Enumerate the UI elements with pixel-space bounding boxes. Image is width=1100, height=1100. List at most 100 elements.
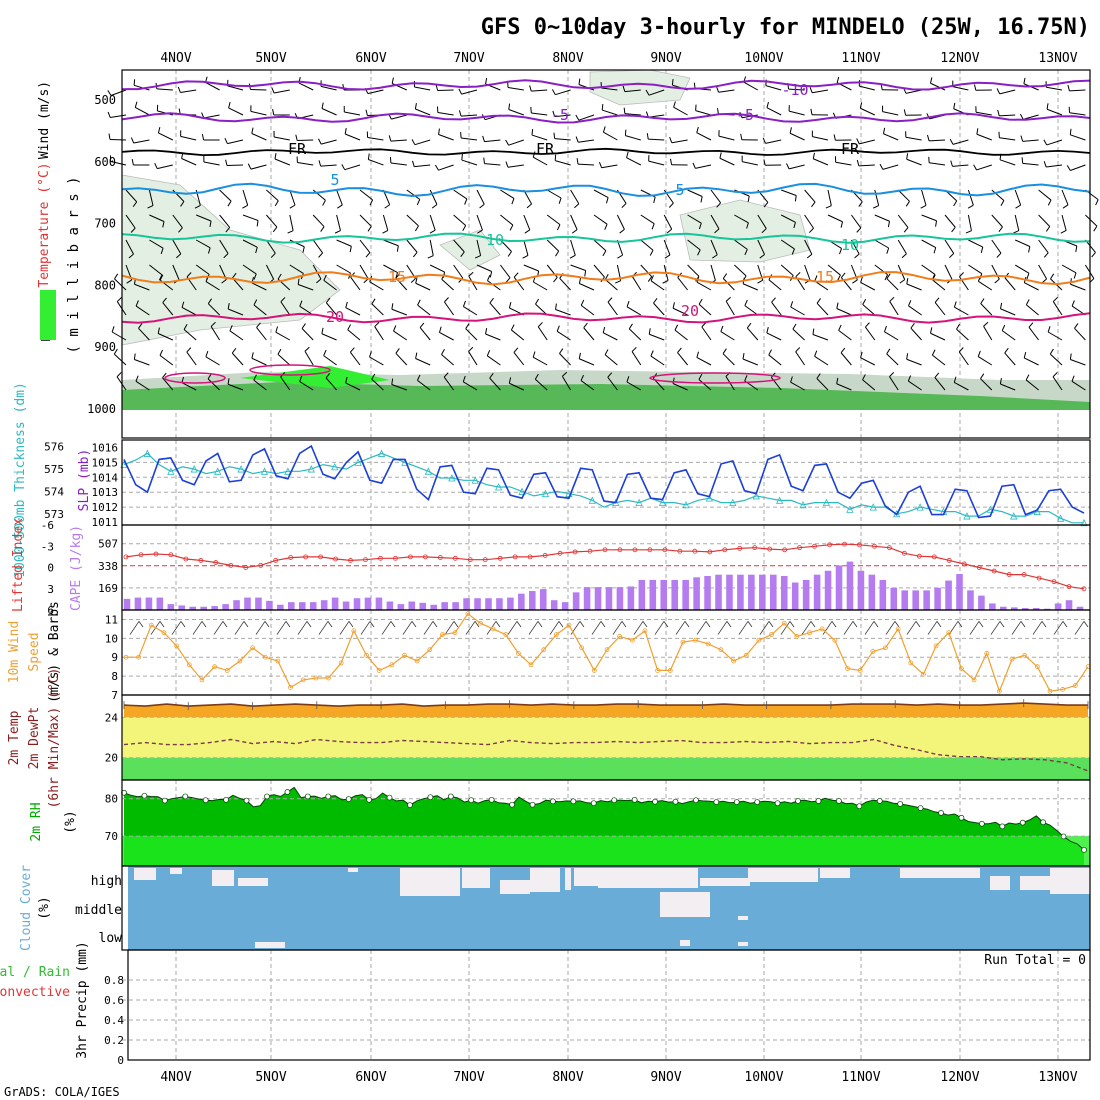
wind-barb-flag <box>207 247 211 254</box>
wind-speed-marker <box>819 626 825 632</box>
wind-barb-flag <box>980 373 985 379</box>
thickness-marker <box>494 483 503 491</box>
wind-barb <box>321 139 337 145</box>
surface-wind-barb <box>948 621 959 635</box>
wind-barb <box>148 189 154 206</box>
wind-barb <box>500 214 514 226</box>
wind-barb-flag <box>768 349 772 356</box>
wind-barb-flag <box>562 371 568 377</box>
wind-barb-flag <box>977 350 981 357</box>
cape-bar <box>211 606 218 610</box>
lifted-index-marker <box>812 543 817 549</box>
wind-barb <box>593 239 607 252</box>
wind-barb-flag <box>256 220 259 227</box>
wind-barb <box>804 239 813 255</box>
wind-speed-marker <box>440 632 445 637</box>
wind-barb-flag <box>673 101 676 108</box>
wind-barb <box>114 278 127 291</box>
wind-speed-marker <box>414 658 420 664</box>
wind-barb-flag <box>349 246 352 253</box>
wind-barb-flag <box>569 254 576 259</box>
wind-barb <box>930 332 946 341</box>
surface-wind-barb <box>780 621 791 635</box>
wind-barb <box>1047 331 1063 341</box>
wind-barb <box>1004 277 1016 291</box>
lifted-index-marker <box>1066 584 1072 590</box>
wind-barb-flag <box>134 101 138 108</box>
wind-barb <box>862 304 876 316</box>
wind-barb <box>814 355 829 366</box>
wind-barb <box>345 382 361 391</box>
wind-barb <box>921 264 935 275</box>
wind-barb-flag <box>949 253 955 258</box>
surface-wind-barb-flag <box>831 621 837 628</box>
surface-wind-barb-flag <box>999 621 1005 628</box>
wind-speed-marker <box>933 643 939 649</box>
wind-barb <box>265 264 275 280</box>
wind-barb <box>626 306 642 316</box>
wind-barb-flag <box>1052 297 1058 302</box>
temp-axis-title-c: (6hr Min/Max) (°C) <box>47 668 62 809</box>
wind-barb <box>484 139 501 143</box>
wind-barb-flag <box>934 372 940 378</box>
cloud-clear-patch <box>820 868 850 878</box>
wind-barb <box>336 214 341 231</box>
lifted-index-line <box>125 543 1085 590</box>
wind-barb-flag <box>862 299 867 305</box>
wind-barb <box>860 282 876 291</box>
wind-barb-flag <box>1046 103 1049 110</box>
wind-barb <box>554 114 571 118</box>
wind-speed-marker <box>490 626 496 632</box>
wind-barb-flag <box>671 79 674 86</box>
wind-barb <box>507 87 524 91</box>
wind-barb-flag <box>253 374 257 381</box>
dewpoint-band <box>122 717 1090 758</box>
wind-barb-flag <box>884 325 887 332</box>
wind-speed-marker <box>541 647 547 653</box>
surface-wind-barb <box>633 621 644 635</box>
cloud-unit: (%) <box>37 896 52 919</box>
wind-barb <box>336 264 351 274</box>
wind-barb-flag <box>347 324 352 330</box>
wind-barb-flag <box>138 323 143 329</box>
wind-barb <box>406 239 418 253</box>
wind-barb <box>453 189 468 200</box>
wind-barb <box>183 329 197 341</box>
wind-barb <box>134 283 150 291</box>
wind-barb-flag <box>1052 372 1058 378</box>
surface-wind-barb-flag <box>495 621 501 628</box>
wind-barb-flag <box>662 280 669 284</box>
wind-barb-flag <box>901 253 907 259</box>
wind-barb <box>414 86 431 91</box>
wind-barb-flag <box>507 251 512 257</box>
wind-barb <box>906 283 922 291</box>
wind-barb <box>461 89 478 95</box>
wind-barb <box>579 283 595 291</box>
wind-barb <box>836 308 852 316</box>
wind-barb <box>864 326 876 341</box>
wind-speed-marker <box>1047 688 1053 694</box>
wind-speed-marker <box>870 649 876 654</box>
wind-barb <box>921 189 927 206</box>
wind-barb <box>677 277 688 291</box>
surface-wind-barb <box>591 621 602 635</box>
surface-wind-barb <box>843 621 854 635</box>
cape-bar <box>890 587 898 610</box>
wind-barb-flag <box>270 252 276 258</box>
wind-barb-flag <box>272 109 275 116</box>
rh2m-marker <box>611 797 618 804</box>
wind-barb <box>231 352 244 366</box>
wind-barb <box>468 351 478 366</box>
thickness-marker <box>986 505 994 513</box>
wind-barb <box>696 281 712 291</box>
cape-bar <box>978 595 985 610</box>
wind-barb <box>325 377 337 391</box>
wind-barb <box>648 89 665 96</box>
wind-barb <box>453 214 467 226</box>
thickness-marker <box>635 498 643 507</box>
wind-barb-flag <box>626 376 630 383</box>
wind-barb <box>780 214 796 223</box>
surface-wind-barb-flag <box>663 621 669 628</box>
wind-barb <box>205 356 220 366</box>
wind-barb-flag <box>513 347 519 353</box>
